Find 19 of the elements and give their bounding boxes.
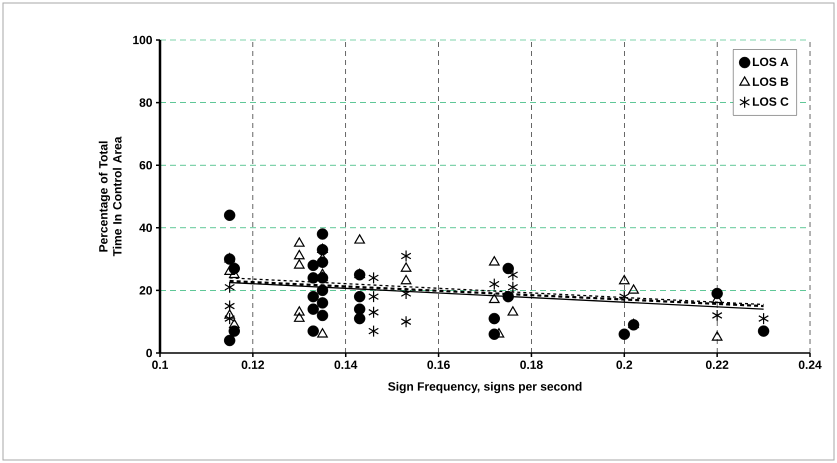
x-tick-label: 0.22 — [706, 360, 728, 370]
x-tick-label: 0.16 — [427, 360, 450, 370]
x-tick-label: 0.2 — [616, 360, 632, 370]
y-tick-label: 100 — [133, 36, 152, 44]
x-tick-label: 0.18 — [520, 360, 543, 370]
y-tick-label: 0 — [146, 348, 152, 358]
y-tick-label: 40 — [139, 224, 152, 232]
y-tick-label: 60 — [140, 160, 152, 170]
y-tick-label: 80 — [140, 98, 152, 107]
x-tick-label: 0.14 — [334, 360, 358, 370]
x-tick-label: 0.24 — [798, 360, 822, 370]
legend-label: LOS C — [752, 97, 788, 106]
y-tick-label: 20 — [140, 286, 152, 295]
legend-label: LOS A — [752, 58, 788, 66]
x-tick-label: 0.12 — [242, 360, 264, 370]
x-axis-title: Sign Frequency, signs per second — [388, 382, 582, 394]
y-axis-title: Percentage of Total Time In Control Area — [98, 136, 122, 256]
x-tick-label: 0.1 — [152, 360, 168, 370]
legend-label: LOS B — [752, 77, 788, 86]
